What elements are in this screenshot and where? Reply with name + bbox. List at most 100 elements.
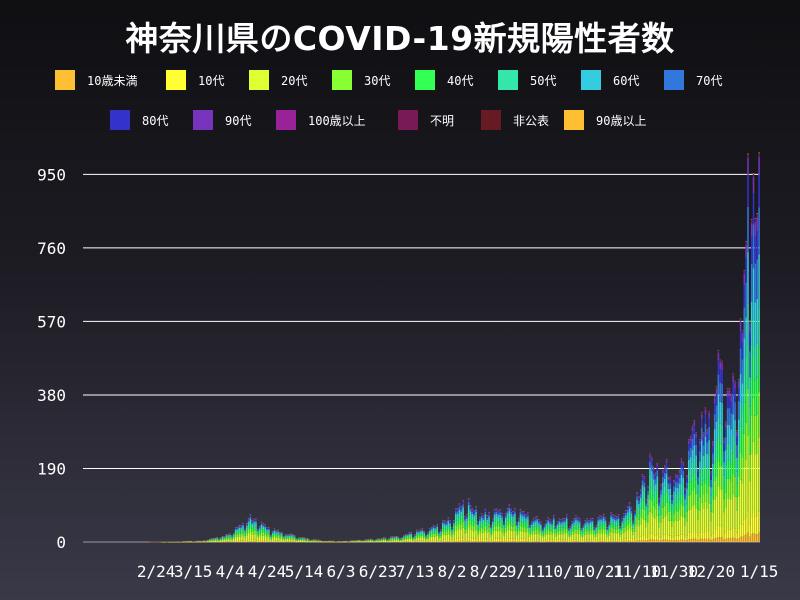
bar-segment <box>456 513 459 517</box>
bar-segment <box>717 537 720 542</box>
bar-segment <box>745 242 747 245</box>
bar-segment <box>525 541 527 542</box>
bar-segment <box>564 533 566 540</box>
bar-segment <box>303 539 305 540</box>
bar-segment <box>752 397 755 442</box>
bar-segment <box>406 534 409 536</box>
bar-segment <box>530 526 533 530</box>
bar-segment <box>495 530 498 539</box>
bar-segment <box>597 521 599 524</box>
bar-segment <box>621 534 623 540</box>
bar-segment <box>532 527 535 531</box>
bar-segment <box>212 540 215 541</box>
bar-segment <box>754 218 757 220</box>
legend-swatch <box>564 110 584 130</box>
bar-segment <box>510 511 512 515</box>
bar-segment <box>638 507 640 514</box>
bar-segment <box>299 539 302 541</box>
bar-segment <box>628 516 631 523</box>
bar-segment <box>549 531 551 535</box>
bar-segment <box>615 518 618 521</box>
bar-segment <box>747 344 749 389</box>
bar-segment <box>514 525 516 531</box>
bar-segment <box>234 529 237 531</box>
bar-segment <box>380 540 383 541</box>
bar-segment <box>514 509 516 512</box>
bar-segment <box>282 537 285 539</box>
bar-segment <box>591 523 594 527</box>
bar-segment <box>491 527 494 531</box>
bar-segment <box>477 523 479 525</box>
bar-segment <box>638 519 640 527</box>
bar-segment <box>673 480 675 483</box>
bar-segment <box>514 513 516 517</box>
bar-segment <box>615 541 618 542</box>
bar-segment <box>451 537 453 541</box>
bar-segment <box>528 541 531 542</box>
bar-segment <box>445 524 448 527</box>
bar-segment <box>578 519 581 521</box>
bar-segment <box>456 538 459 541</box>
bar-segment <box>584 528 586 532</box>
bar-segment <box>430 532 433 535</box>
bar-segment <box>445 532 448 536</box>
bar-segment <box>545 541 548 542</box>
legend-label: 80代 <box>142 114 169 128</box>
bar-segment <box>719 443 722 466</box>
bar-segment <box>288 539 291 542</box>
bar-segment <box>257 532 259 534</box>
bar-segment <box>697 477 699 485</box>
bar-segment <box>660 540 662 542</box>
bar-segment <box>747 510 749 533</box>
bar-segment <box>636 496 638 501</box>
bar-segment <box>649 474 651 487</box>
bar-segment <box>253 530 255 535</box>
bar-segment <box>689 457 692 469</box>
bar-segment <box>253 520 255 523</box>
bar-segment <box>512 518 514 523</box>
bar-segment <box>438 534 440 536</box>
bar-segment <box>469 507 472 509</box>
bar-segment <box>649 498 651 512</box>
bar-segment <box>288 536 291 539</box>
bar-segment <box>749 524 751 537</box>
bar-segment <box>554 540 557 542</box>
bar-segment <box>728 444 731 461</box>
bar-segment <box>251 523 254 526</box>
bar-segment <box>477 535 479 540</box>
bar-segment <box>290 535 292 536</box>
bar-segment <box>571 524 574 527</box>
bar-segment <box>416 540 418 542</box>
bar-segment <box>306 539 309 540</box>
bar-segment <box>366 541 368 542</box>
bar-segment <box>447 526 450 531</box>
bar-segment <box>478 541 481 542</box>
bar-segment <box>617 521 620 525</box>
bar-segment <box>449 521 451 523</box>
bar-segment <box>654 475 657 480</box>
bar-segment <box>453 539 455 542</box>
bar-segment <box>638 498 640 501</box>
bar-segment <box>443 539 446 542</box>
bar-segment <box>249 541 252 542</box>
bar-segment <box>656 515 659 535</box>
bar-segment <box>510 525 512 531</box>
bar-segment <box>506 511 509 514</box>
bar-segment <box>656 539 659 542</box>
bar-segment <box>386 541 389 542</box>
bar-segment <box>739 348 742 374</box>
bar-segment <box>499 530 501 539</box>
bar-segment <box>684 499 686 505</box>
bar-segment <box>749 351 751 378</box>
bar-segment <box>704 414 707 424</box>
bar-segment <box>212 539 215 541</box>
bar-segment <box>647 506 649 515</box>
bar-segment <box>528 525 531 527</box>
bar-segment <box>726 529 729 539</box>
bar-segment <box>617 519 620 522</box>
bar-segment <box>739 479 742 524</box>
bar-segment <box>475 506 477 508</box>
bar-segment <box>482 518 485 520</box>
bar-segment <box>430 540 433 542</box>
bar-segment <box>297 539 300 541</box>
